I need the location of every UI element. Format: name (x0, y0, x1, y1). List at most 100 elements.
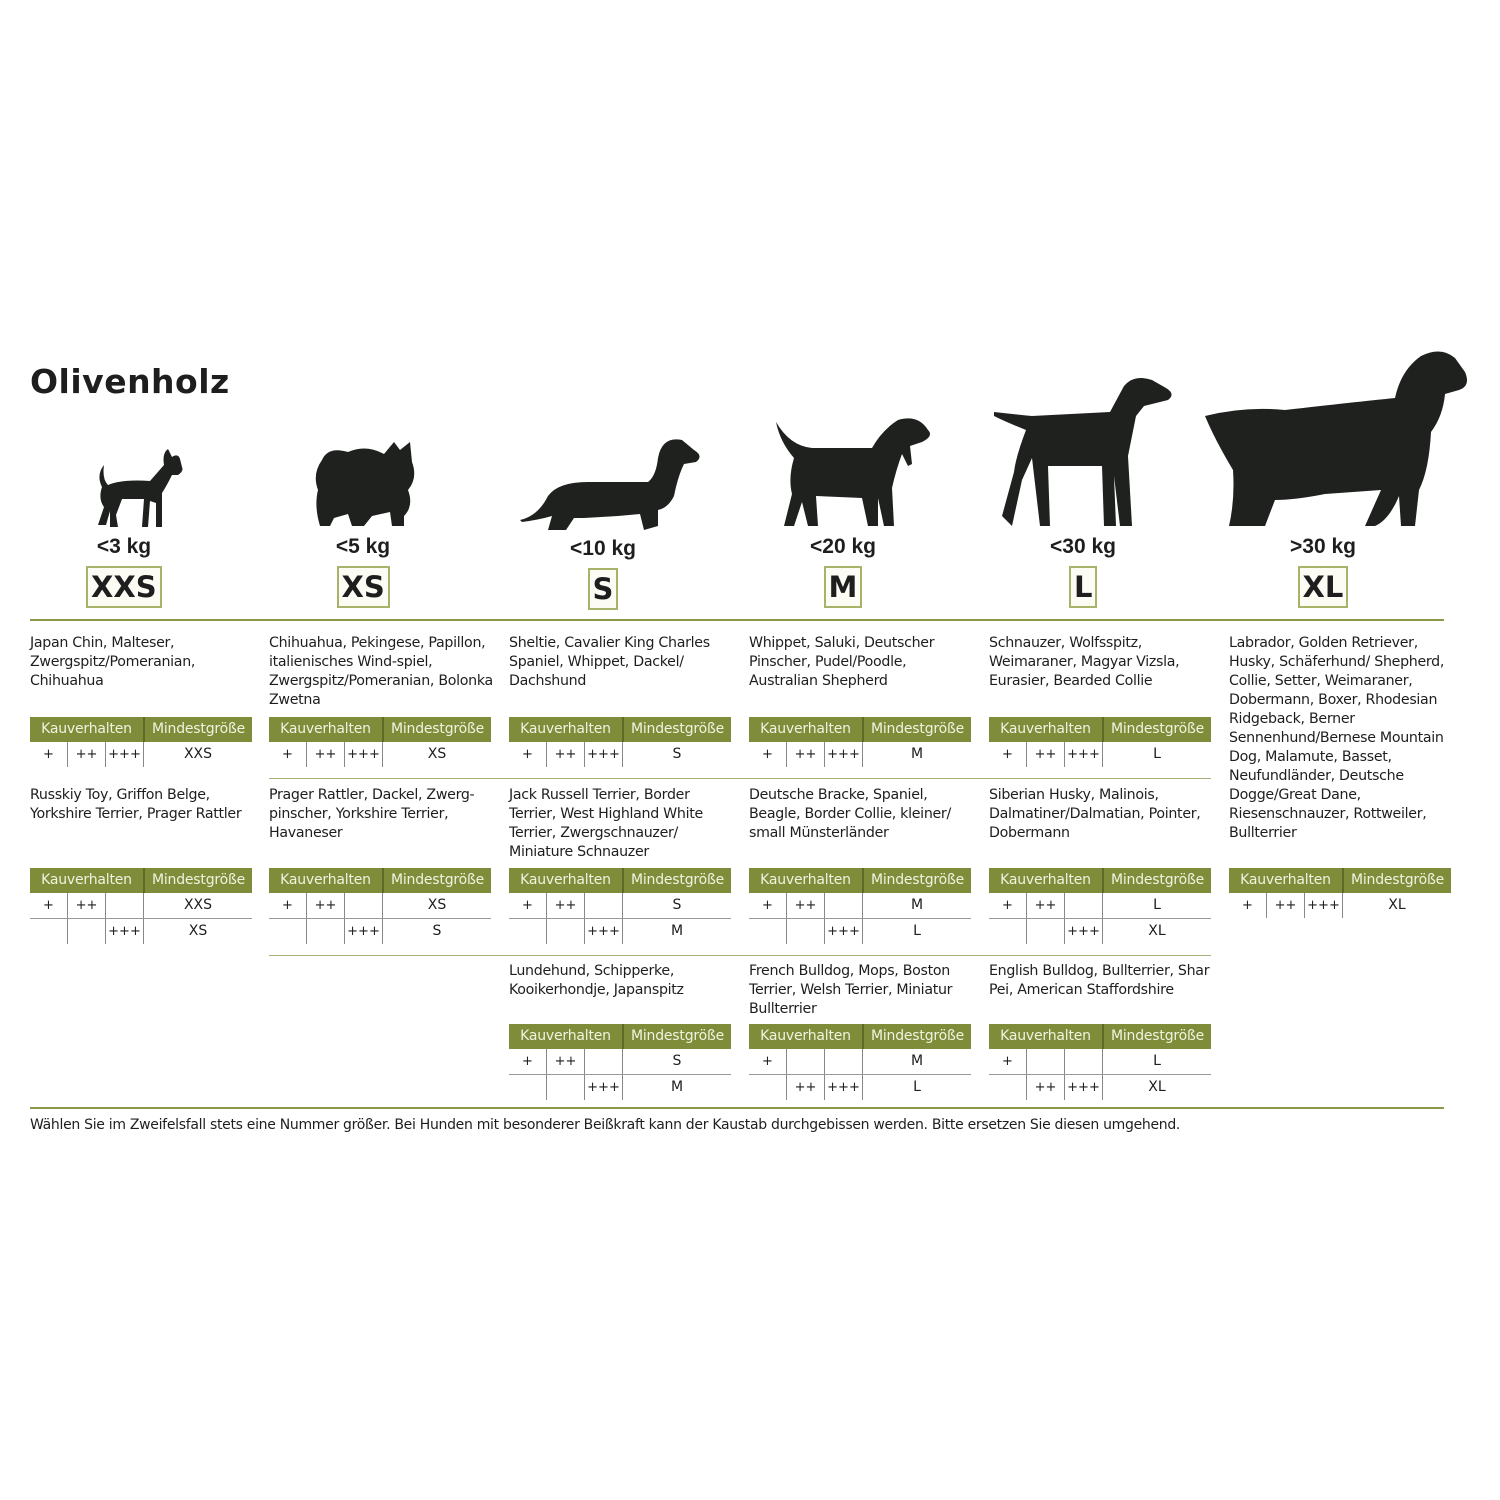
table-header: Kauverhalten Mindestgröße (749, 868, 971, 893)
min-size-cell: L (913, 1079, 921, 1095)
chew-level-cell (989, 919, 1027, 944)
chew-level-cell (345, 893, 383, 918)
table-row: + M (749, 1049, 971, 1075)
header-chewing: Kauverhalten (749, 717, 864, 742)
chew-level-cell (1065, 1049, 1103, 1074)
dachshund-silhouette-icon (520, 439, 700, 530)
top-divider (30, 619, 1444, 621)
table-row: + ++ +++ L (989, 742, 1211, 767)
min-size-cell: L (1153, 1053, 1161, 1069)
row-divider (269, 955, 1211, 956)
chew-level-cell: + (749, 893, 787, 918)
weight-label: <5 kg (335, 535, 391, 558)
table-row: + ++ +++ M (749, 742, 971, 767)
min-size-cell: S (672, 897, 682, 913)
chewing-table: Kauverhalten Mindestgröße + ++ +++ XS (269, 717, 491, 767)
header-chewing: Kauverhalten (30, 717, 145, 742)
size-badge: S (587, 568, 619, 610)
min-size-cell: XXS (183, 746, 213, 762)
breed-list: Japan Chin, Malteser, Zwergspitz/Pomeran… (30, 635, 196, 689)
header-min-size: Mindestgröße (630, 872, 725, 888)
size-badge: XS (336, 566, 390, 608)
header-min-size: Mindestgröße (151, 872, 246, 888)
table-row: + ++ +++ XL (1229, 893, 1451, 918)
chew-level-cell (989, 1075, 1027, 1100)
breed-list: Siberian Husky, Malinois, Dalmatiner/Dal… (989, 787, 1201, 841)
breed-list: Labrador, Golden Retriever, Husky, Schäf… (1229, 635, 1445, 841)
chew-level-cell: ++ (547, 1049, 585, 1074)
chew-level-cell: + (1229, 893, 1267, 918)
chew-level-cell: ++ (787, 893, 825, 918)
chew-level-cell: +++ (825, 742, 863, 767)
table-row: + ++ +++ S (509, 742, 731, 767)
chihuahua-silhouette-icon (98, 449, 183, 527)
chew-level-cell: ++ (547, 742, 585, 767)
header-min-size: Mindestgröße (630, 721, 725, 737)
chew-level-cell (30, 919, 68, 944)
chew-level-cell: +++ (106, 742, 144, 767)
chew-level-cell (1027, 1049, 1065, 1074)
min-size-cell: L (1153, 897, 1161, 913)
chew-level-cell: +++ (585, 1075, 623, 1100)
chew-level-cell (269, 919, 307, 944)
chewing-table: Kauverhalten Mindestgröße + L ++ +++ XL (989, 1024, 1211, 1100)
chew-level-cell: + (749, 742, 787, 767)
chew-level-cell (749, 919, 787, 944)
chew-level-cell (825, 1049, 863, 1074)
header-min-size: Mindestgröße (390, 872, 485, 888)
header-chewing: Kauverhalten (749, 868, 864, 893)
chew-level-cell: + (509, 893, 547, 918)
min-size-cell: S (672, 1053, 682, 1069)
table-row: + ++ +++ XXS (30, 742, 252, 767)
size-badge: M (823, 566, 863, 608)
table-row: + L (989, 1049, 1211, 1075)
header-min-size: Mindestgröße (870, 872, 965, 888)
chewing-table: Kauverhalten Mindestgröße + M ++ +++ L (749, 1024, 971, 1100)
chew-level-cell (106, 893, 144, 918)
min-size-cell: M (670, 923, 684, 939)
table-row: +++ L (749, 919, 971, 944)
chewing-table: Kauverhalten Mindestgröße + ++ S +++ M (509, 1024, 731, 1100)
weight-label: <20 kg (810, 535, 876, 558)
chew-level-cell (787, 1049, 825, 1074)
table-header: Kauverhalten Mindestgröße (1229, 868, 1451, 893)
chew-level-cell: +++ (1065, 742, 1103, 767)
breed-list: Chihuahua, Pekingese, Papillon, italieni… (269, 635, 493, 708)
table-header: Kauverhalten Mindestgröße (30, 868, 252, 893)
header-min-size: Mindestgröße (870, 721, 965, 737)
header-min-size: Mindestgröße (1110, 721, 1205, 737)
chew-level-cell (1027, 919, 1065, 944)
chew-level-cell (585, 893, 623, 918)
chew-level-cell: ++ (1027, 893, 1065, 918)
pointer-silhouette-icon (994, 378, 1172, 526)
chewing-table: Kauverhalten Mindestgröße + ++ +++ XXS (30, 717, 252, 767)
header-min-size: Mindestgröße (870, 1028, 965, 1044)
bottom-divider (30, 1107, 1444, 1109)
chew-level-cell: ++ (787, 1075, 825, 1100)
breed-list: Lundehund, Schipperke, Kooikerhondje, Ja… (509, 963, 684, 998)
table-row: +++ L (989, 893, 1211, 919)
header-chewing: Kauverhalten (269, 868, 384, 893)
chew-level-cell (825, 893, 863, 918)
breed-list: Whippet, Saluki, Deutscher Pinscher, Pud… (749, 635, 935, 689)
chewing-table: Kauverhalten Mindestgröße + ++ XXS +++ XS (30, 868, 252, 944)
min-size-cell: XL (1388, 897, 1406, 913)
min-size-cell: L (1153, 746, 1161, 762)
table-header: Kauverhalten Mindestgröße (989, 868, 1211, 893)
table-row: ++ +++ L (749, 1075, 971, 1100)
header-chewing: Kauverhalten (1229, 868, 1344, 893)
table-row: +++ S (509, 893, 731, 919)
weight-label: <3 kg (96, 535, 152, 558)
setter-silhouette-icon (1205, 351, 1467, 526)
chewing-table: Kauverhalten Mindestgröße + ++ S +++ M (509, 868, 731, 944)
breed-list: Schnauzer, Wolfsspitz, Weimaraner, Magya… (989, 635, 1180, 689)
chew-level-cell: + (989, 893, 1027, 918)
table-header: Kauverhalten Mindestgröße (509, 1024, 731, 1049)
table-header: Kauverhalten Mindestgröße (749, 717, 971, 742)
min-size-cell: S (432, 923, 442, 939)
min-size-cell: M (670, 1079, 684, 1095)
size-badge: L (1069, 566, 1098, 608)
chew-level-cell: + (269, 742, 307, 767)
chew-level-cell: ++ (68, 893, 106, 918)
